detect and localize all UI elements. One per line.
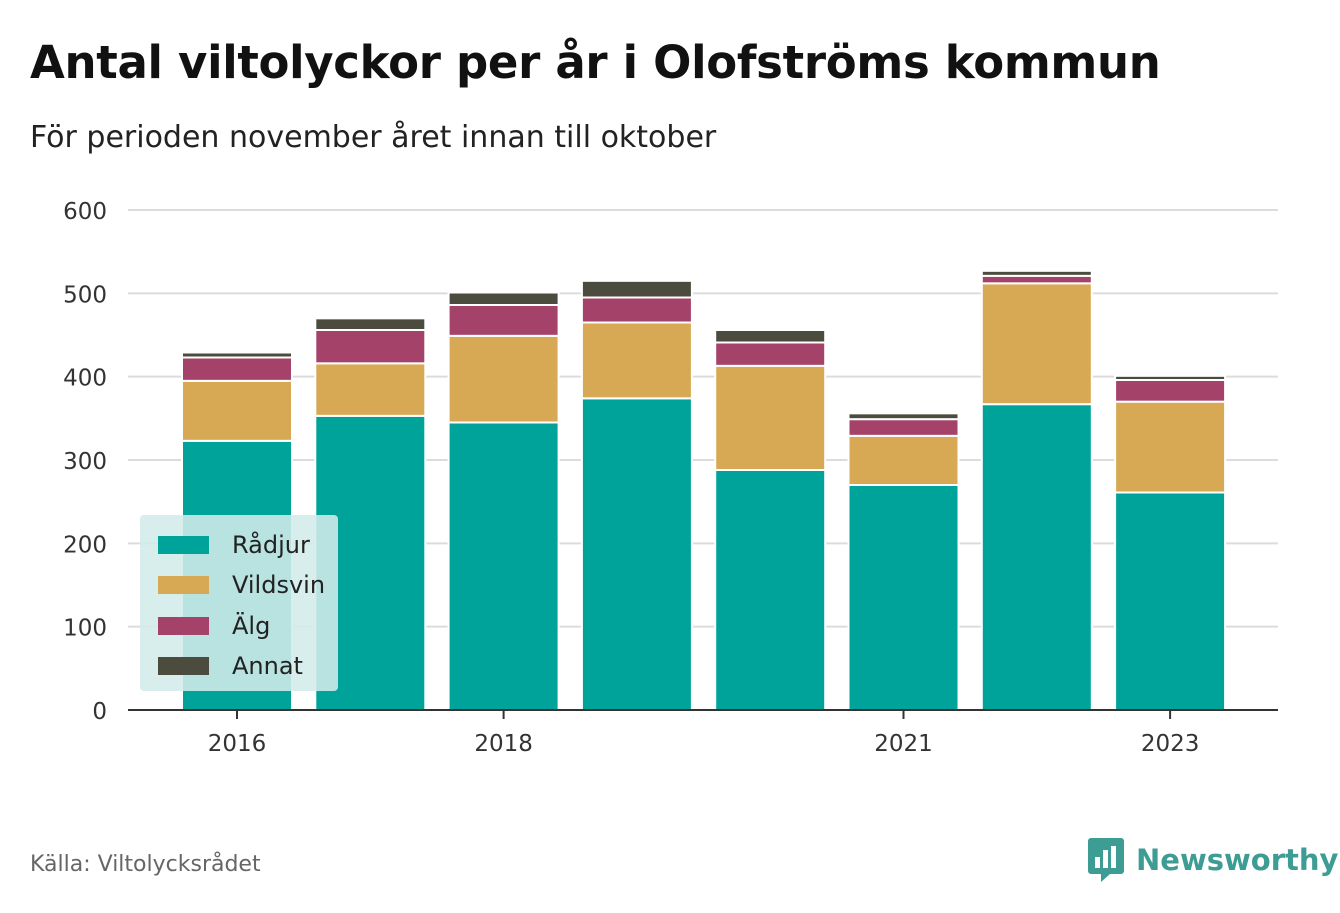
brand-logo: Newsworthy	[1088, 838, 1338, 882]
legend-swatch-annat	[158, 657, 209, 675]
legend-item-annat: Annat	[158, 652, 303, 680]
y-axis-tick-labels: 0 100 200 300 400 500 600	[63, 199, 107, 725]
bar-segment	[1114, 379, 1227, 403]
bar-segment	[181, 351, 293, 359]
y-tick-label: 400	[63, 366, 107, 392]
bar-segment	[847, 418, 960, 437]
newsworthy-logo-icon	[1088, 838, 1124, 882]
bar-segment	[580, 397, 693, 711]
legend-label-annat: Annat	[232, 652, 303, 680]
legend-swatch-alg	[158, 617, 209, 635]
bar-segment	[580, 296, 693, 324]
bar-segment	[847, 412, 960, 421]
bar-segment	[847, 434, 960, 487]
bar-segment	[847, 484, 960, 711]
bar-segment	[181, 379, 293, 442]
chart-title: Antal viltolyckor per år i Olofströms ko…	[30, 36, 1161, 89]
bar-segment	[980, 282, 1093, 406]
source-note: Källa: Viltolycksrådet	[30, 852, 261, 877]
legend-label-vildsvin: Vildsvin	[232, 571, 326, 599]
bar-segment	[181, 356, 293, 382]
bar-segment	[980, 403, 1093, 711]
bar-segment	[980, 269, 1093, 277]
bar-segment	[714, 364, 827, 472]
bars	[181, 269, 1227, 711]
y-tick-label: 600	[63, 199, 107, 225]
x-axis: 2016 2018 2021 2023	[128, 709, 1278, 757]
bar-segment	[580, 279, 693, 299]
bar-segment	[447, 304, 560, 337]
bar-segment	[980, 274, 1093, 285]
y-tick-label: 500	[63, 282, 107, 308]
legend-label-alg: Älg	[232, 612, 271, 640]
y-tick-label: 100	[63, 616, 107, 642]
brand-name: Newsworthy	[1136, 843, 1339, 877]
legend-item-radjur: Rådjur	[158, 531, 310, 559]
chart-subtitle: För perioden november året innan till ok…	[30, 120, 717, 155]
bar-segment	[1114, 374, 1227, 382]
x-tick-label: 2018	[474, 731, 533, 757]
y-tick-label: 0	[92, 699, 107, 725]
bar-segment	[1114, 400, 1227, 494]
legend-swatch-radjur	[158, 536, 209, 554]
bar-segment	[314, 329, 427, 365]
legend-swatch-vildsvin	[158, 576, 209, 594]
bar-segment	[447, 334, 560, 424]
bar-segment	[314, 362, 427, 417]
x-tick-label: 2021	[874, 731, 933, 757]
x-tick-label: 2016	[208, 731, 267, 757]
y-tick-label: 300	[63, 449, 107, 475]
legend-label-radjur: Rådjur	[232, 531, 310, 559]
bar-segment	[1114, 491, 1227, 711]
legend-item-alg: Älg	[158, 612, 270, 640]
y-tick-label: 200	[63, 532, 107, 558]
legend-item-vildsvin: Vildsvin	[158, 571, 325, 599]
bar-segment	[447, 421, 560, 711]
bar-segment	[580, 321, 693, 400]
bar-segment	[714, 341, 827, 367]
bar-segment	[714, 469, 827, 711]
bar-segment	[314, 317, 427, 332]
x-tick-label: 2023	[1141, 731, 1200, 757]
bar-segment	[714, 329, 827, 344]
legend: Rådjur Vildsvin Älg Annat	[140, 515, 338, 691]
bar-segment	[447, 291, 560, 306]
